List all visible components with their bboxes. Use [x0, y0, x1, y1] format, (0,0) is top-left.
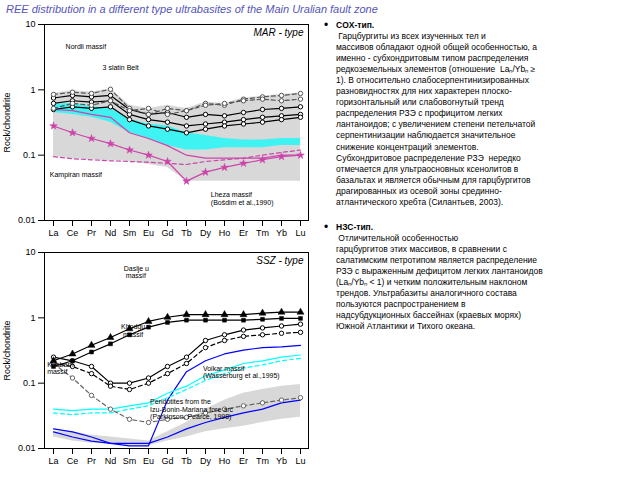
svg-text:0.1: 0.1 — [23, 378, 36, 388]
svg-text:Yb: Yb — [276, 456, 287, 466]
svg-text:Dy: Dy — [200, 228, 211, 238]
svg-text:Sm: Sm — [123, 456, 137, 466]
html-text:Гарцбургиты из всех изученных: Гарцбургиты из всех изученных тел и масс… — [336, 31, 538, 207]
svg-text:Tb: Tb — [181, 456, 192, 466]
svg-text:Gd: Gd — [161, 456, 173, 466]
html-text:Отличительной особенностью гар: Отличительной особенностью гарцбургитов … — [336, 232, 543, 332]
svg-text:Pr: Pr — [87, 228, 96, 238]
html-text:НЗС-тип.: НЗС-тип. — [336, 221, 374, 232]
svg-text:Gd: Gd — [161, 228, 173, 238]
svg-text:Khabarnmassif: Khabarnmassif — [47, 361, 74, 375]
svg-text:Khodgu massif: Khodgu massif — [121, 323, 145, 337]
svg-text:3 slatin Belt: 3 slatin Belt — [103, 64, 139, 71]
html-text:COX-тип.: COX-тип. — [336, 20, 375, 30]
svg-text:Pr: Pr — [87, 456, 96, 466]
svg-text:MAR - type: MAR - type — [253, 27, 303, 38]
svg-text:1: 1 — [30, 85, 35, 95]
svg-text:Ce: Ce — [67, 228, 79, 238]
svg-text:Nordli massif: Nordli massif — [66, 43, 107, 50]
svg-text:Lu: Lu — [295, 456, 305, 466]
html-text:REE distribution in a differen: REE distribution in a different type ult… — [6, 3, 378, 15]
svg-text:Eu: Eu — [143, 456, 154, 466]
svg-text:10: 10 — [25, 19, 35, 29]
svg-text:Peridotites from theIzu-Bonin-: Peridotites from theIzu-Bonin-Mariana fo… — [150, 398, 233, 421]
svg-text:La: La — [48, 228, 58, 238]
svg-text:Tm: Tm — [256, 228, 269, 238]
svg-text:Kampiran massif: Kampiran massif — [50, 171, 102, 179]
svg-text:Ho: Ho — [219, 228, 231, 238]
svg-text:Yb: Yb — [276, 228, 287, 238]
svg-text:0.01: 0.01 — [18, 215, 36, 225]
svg-text:Tb: Tb — [181, 228, 192, 238]
svg-text:Ce: Ce — [67, 456, 79, 466]
svg-text:Tm: Tm — [256, 456, 269, 466]
svg-text:Eu: Eu — [143, 228, 154, 238]
svg-text:La: La — [48, 456, 58, 466]
svg-text:0.01: 0.01 — [18, 443, 36, 453]
svg-text:10: 10 — [25, 247, 35, 257]
svg-text:SSZ - type: SSZ - type — [256, 255, 304, 266]
svg-text:Dy: Dy — [200, 456, 211, 466]
svg-text:Lu: Lu — [295, 228, 305, 238]
svg-text:Er: Er — [239, 456, 248, 466]
svg-text:Er: Er — [239, 228, 248, 238]
svg-text:1: 1 — [30, 313, 35, 323]
svg-text:Daslje u massif: Daslje u massif — [124, 265, 149, 279]
svg-text:Ho: Ho — [219, 456, 231, 466]
svg-text:Nd: Nd — [105, 456, 117, 466]
svg-text:Voikar massif(Wasserburg et al: Voikar massif(Wasserburg et al.,1995) — [203, 365, 280, 380]
svg-text:Rock/chondrite: Rock/chondrite — [2, 320, 12, 380]
svg-text:Rock/chondrite: Rock/chondrite — [2, 92, 12, 152]
svg-text:Nd: Nd — [105, 228, 117, 238]
svg-text:Lheza massif(Bošdim et al.,199: Lheza massif(Bošdim et al.,1990) — [211, 191, 274, 206]
svg-text:0.1: 0.1 — [23, 150, 36, 160]
svg-text:Sm: Sm — [123, 228, 137, 238]
